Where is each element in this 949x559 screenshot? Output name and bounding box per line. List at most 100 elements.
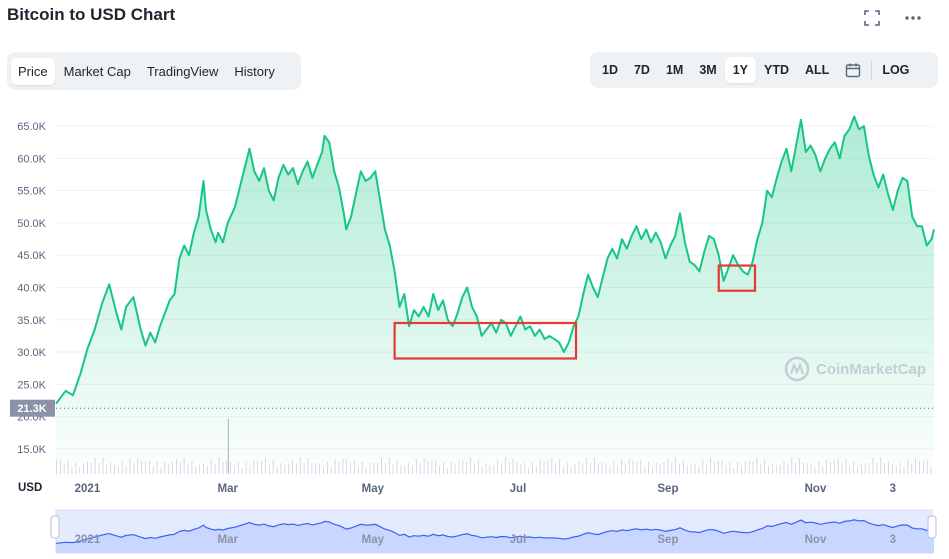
volume-bar: [276, 466, 278, 474]
volume-bar: [353, 459, 355, 474]
volume-bar: [624, 463, 626, 474]
volume-bar: [648, 461, 650, 474]
volume-bar: [891, 464, 893, 474]
volume-bar: [423, 457, 425, 474]
volume-bar: [63, 463, 65, 474]
volume-bar: [551, 458, 553, 474]
volume-bar: [822, 466, 824, 474]
volume-bar: [373, 462, 375, 474]
expand-icon[interactable]: [864, 10, 880, 32]
volume-bar: [442, 461, 444, 474]
volume-bar: [690, 464, 692, 474]
navigator-line: [55, 519, 935, 544]
volume-bar: [365, 467, 367, 474]
tab-tradingview[interactable]: TradingView: [146, 63, 219, 79]
volume-bar: [222, 462, 224, 474]
log-toggle[interactable]: LOG: [882, 63, 910, 77]
volume-bar: [466, 461, 468, 474]
volume-bar: [338, 462, 340, 474]
volume-bar: [907, 459, 909, 474]
volume-bar: [334, 459, 336, 474]
volume-bar: [156, 461, 158, 474]
volume-bar: [717, 460, 719, 474]
volume-bar: [547, 460, 549, 474]
volume-bar: [532, 461, 533, 474]
volume-bar: [682, 460, 684, 474]
volume-bar: [710, 457, 711, 474]
range-1d[interactable]: 1D: [602, 63, 618, 77]
volume-bar: [199, 464, 201, 474]
price-line: [55, 115, 935, 405]
range-1y[interactable]: 1Y: [724, 57, 757, 83]
x-tick-label: 2021: [75, 483, 101, 495]
volume-bar: [237, 462, 239, 474]
volume-bar: [833, 459, 835, 474]
tab-market-cap[interactable]: Market Cap: [63, 63, 131, 79]
volume-bar: [187, 464, 189, 474]
volume-bar: [694, 463, 696, 474]
volume-bar: [90, 462, 92, 474]
time-range-selector: 1D 7D 1M 3M 1Y YTD ALL LOG: [590, 52, 938, 88]
x-tick-label: Mar: [218, 483, 239, 495]
volume-bar: [129, 458, 131, 474]
volume-bar: [775, 465, 777, 474]
volume-bar: [415, 459, 417, 474]
y-tick-label: 35.0K: [17, 315, 46, 327]
volume-bar: [562, 466, 564, 474]
volume-bar: [582, 463, 584, 474]
volume-bar: [636, 462, 638, 474]
volume-bar: [369, 462, 371, 474]
volume-bar: [195, 465, 197, 474]
volume-bar: [141, 460, 143, 474]
volume-bar: [462, 459, 464, 474]
volume-bar: [493, 465, 495, 474]
volume-bar: [346, 459, 348, 474]
volume-bar: [342, 459, 344, 474]
volume-bar: [768, 466, 769, 474]
current-price-marker: 21.3K: [10, 399, 55, 417]
volume-bar: [214, 463, 216, 474]
navigator-tick-label: Nov: [805, 534, 827, 546]
calendar-icon[interactable]: [837, 58, 869, 82]
volume-bar: [837, 459, 839, 474]
range-7d[interactable]: 7D: [633, 63, 650, 77]
volume-bar: [145, 462, 146, 474]
volume-bar: [280, 463, 282, 474]
volume-bar: [698, 466, 700, 474]
y-tick-label: 30.0K: [17, 347, 46, 359]
volume-bar: [756, 457, 758, 474]
volume-bar: [454, 464, 456, 474]
navigator-right-handle[interactable]: [927, 515, 937, 539]
volume-bar: [121, 462, 123, 474]
range-ytd[interactable]: YTD: [764, 63, 790, 77]
range-navigator[interactable]: 2021 Mar May Jul Sep Nov 3: [50, 509, 937, 554]
volume-bar: [392, 464, 394, 474]
tab-history[interactable]: History: [234, 63, 275, 79]
volume-bar: [446, 467, 448, 474]
volume-bar: [117, 466, 119, 474]
volume-bar: [218, 457, 220, 474]
navigator-left-handle[interactable]: [50, 515, 60, 539]
volume-bar: [253, 460, 255, 474]
tab-price[interactable]: Price: [11, 57, 55, 85]
volume-bar: [377, 462, 379, 474]
y-tick-label: 25.0K: [17, 379, 46, 391]
range-all[interactable]: ALL: [805, 63, 830, 77]
volume-bar: [593, 457, 595, 474]
volume-bar: [168, 463, 170, 474]
volume-bar: [915, 458, 917, 474]
volume-bar: [470, 457, 471, 474]
range-1m[interactable]: 1M: [665, 63, 684, 77]
volume-bar: [713, 461, 715, 474]
volume-bar: [86, 461, 88, 474]
volume-bar: [535, 466, 537, 474]
x-tick-label: Jul: [510, 483, 527, 495]
more-icon[interactable]: [904, 10, 922, 32]
volume-bar: [566, 462, 568, 474]
volume-bar: [133, 463, 135, 474]
volume-bar: [632, 460, 634, 474]
volume-bar: [315, 463, 317, 474]
range-3m[interactable]: 3M: [699, 63, 717, 77]
volume-bar: [384, 462, 386, 474]
volume-bar: [528, 467, 530, 474]
